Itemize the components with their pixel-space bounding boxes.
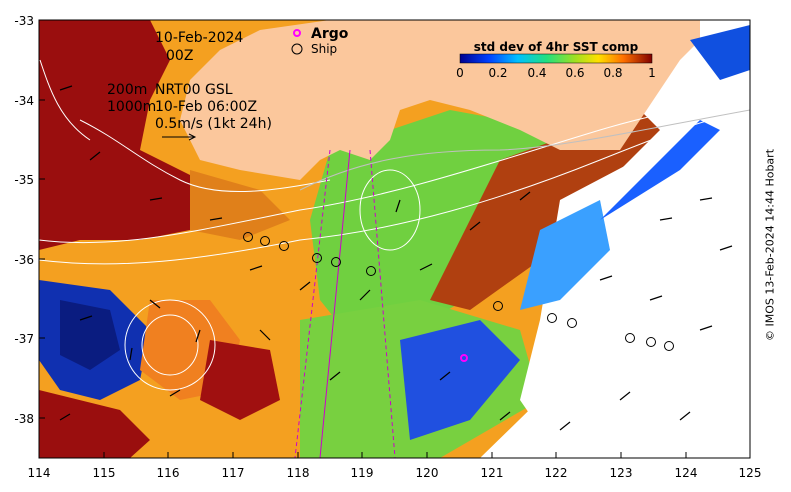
argo-marker — [460, 354, 468, 362]
vector-scale-label: 0.5m/s (1kt 24h) — [155, 116, 272, 132]
colorbar-tick: 0.2 — [488, 66, 507, 80]
legend-ship-symbol — [291, 43, 303, 55]
x-tick-label: 118 — [287, 466, 310, 480]
map-plot-area — [39, 20, 750, 458]
time-label: 00Z — [166, 48, 193, 64]
x-tick-label: 122 — [545, 466, 568, 480]
plot-frame — [38, 19, 751, 459]
x-axis: 114 115 116 117 118 119 120 121 122 123 … — [28, 452, 762, 480]
x-tick-label: 121 — [481, 466, 504, 480]
x-tick-label: 124 — [675, 466, 698, 480]
contour-label-200m: 200m — [107, 82, 147, 98]
legend-ship-label: Ship — [311, 42, 337, 56]
colorbar-tick: 0 — [456, 66, 464, 80]
credit-label: © IMOS 13-Feb-2024 14:44 Hobart — [763, 148, 777, 342]
y-axis: -33 -34 -35 -36 -37 -38 — [14, 14, 45, 426]
y-tick-label: -34 — [14, 94, 34, 108]
x-tick-label: 116 — [157, 466, 180, 480]
date-label: 10-Feb-2024 — [155, 30, 243, 46]
product-label: NRT00 GSL — [155, 82, 233, 98]
current-vectors — [59, 85, 733, 431]
y-tick-label: -33 — [14, 14, 34, 28]
colorbar-tick: 1 — [648, 66, 656, 80]
x-tick-label: 117 — [222, 466, 245, 480]
colorbar-tick: 0.6 — [565, 66, 584, 80]
ship-markers — [243, 232, 674, 351]
x-tick-label: 119 — [351, 466, 374, 480]
colorbar-tick: 0.8 — [603, 66, 622, 80]
x-tick-label: 123 — [610, 466, 633, 480]
x-tick-label: 114 — [28, 466, 51, 480]
y-tick-label: -38 — [14, 412, 34, 426]
legend-argo-symbol — [293, 29, 301, 37]
x-tick-label: 125 — [739, 466, 762, 480]
legend-argo-label: Argo — [311, 26, 349, 42]
vector-scale-arrow — [162, 133, 197, 141]
product-time: 10-Feb 06:00Z — [155, 99, 257, 115]
x-tick-label: 120 — [416, 466, 439, 480]
y-tick-label: -35 — [14, 173, 34, 187]
x-tick-label: 115 — [93, 466, 116, 480]
y-tick-label: -37 — [14, 332, 34, 346]
colorbar-title: std dev of 4hr SST comp — [474, 40, 639, 54]
y-tick-label: -36 — [14, 253, 34, 267]
colorbar: std dev of 4hr SST comp 0 0.2 0.4 0.6 0.… — [456, 40, 656, 80]
contour-label-1000m: 1000m — [107, 99, 156, 115]
colorbar-tick: 0.4 — [527, 66, 546, 80]
